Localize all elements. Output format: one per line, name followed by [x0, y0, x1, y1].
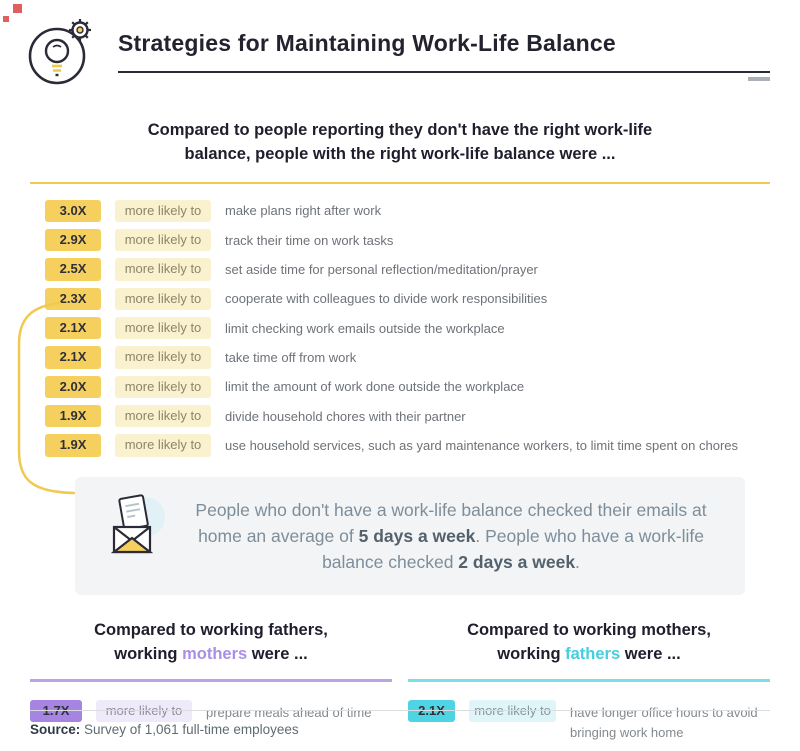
fathers-heading-post: were ...: [620, 645, 681, 664]
mothers-heading: Compared to working fathers, working mot…: [30, 619, 392, 667]
fathers-heading-pre: working: [497, 645, 566, 664]
fathers-column: Compared to working mothers, working fat…: [408, 619, 770, 742]
mothers-heading-post: were ...: [247, 645, 308, 664]
stat-description: use household services, such as yard mai…: [225, 437, 739, 453]
stat-row: 2.9X more likely to track their time on …: [45, 229, 800, 252]
connector-badge: more likely to: [115, 434, 211, 457]
multiplier-badge: 2.1X: [45, 346, 101, 369]
connector-badge: more likely to: [115, 317, 211, 340]
stat-description: track their time on work tasks: [225, 232, 394, 248]
connector-badge: more likely to: [115, 287, 211, 311]
stat-row: 2.5X more likely to set aside time for p…: [45, 258, 800, 281]
title-dash-decoration: [748, 77, 770, 81]
mothers-heading-pre: working: [114, 645, 183, 664]
multiplier-badge: 1.9X: [45, 434, 101, 457]
callout-bold1: 5 days a week: [358, 525, 476, 546]
lightbulb-gear-icon: [26, 16, 96, 93]
title-block: Strategies for Maintaining Work-Life Bal…: [118, 14, 770, 81]
connector-badge: more likely to: [115, 229, 211, 252]
multiplier-badge: 2.1X: [408, 700, 456, 723]
email-envelope-icon: [101, 493, 175, 562]
callout-part3: .: [575, 552, 580, 573]
multiplier-badge: 2.1X: [45, 317, 101, 340]
multiplier-badge: 1.9X: [45, 404, 101, 428]
header: Strategies for Maintaining Work-Life Bal…: [0, 0, 800, 93]
stat-description: make plans right after work: [225, 203, 382, 219]
stat-row: 2.0X more likely to limit the amount of …: [45, 375, 800, 398]
connector-badge: more likely to: [115, 258, 211, 281]
stat-row: 2.3X more likely to cooperate with colle…: [45, 287, 800, 311]
multiplier-badge: 3.0X: [45, 199, 101, 223]
stat-description: have longer office hours to avoid bringi…: [570, 705, 758, 740]
cyan-divider: [408, 679, 770, 683]
email-callout: People who don't have a work-life balanc…: [75, 476, 745, 596]
callout-bold2: 2 days a week: [458, 552, 576, 573]
gold-divider: [30, 181, 770, 184]
stat-description: prepare meals ahead of time: [206, 705, 372, 721]
mothers-heading-line1: Compared to working fathers,: [94, 621, 328, 640]
stat-row: 3.0X more likely to make plans right aft…: [45, 199, 800, 223]
stat-description: limit checking work emails outside the w…: [225, 320, 505, 336]
connector-badge: more likely to: [115, 346, 211, 369]
multiplier-badge: 2.9X: [45, 229, 101, 252]
stat-rows: 3.0X more likely to make plans right aft…: [0, 199, 800, 457]
stat-row: 1.9X more likely to divide household cho…: [45, 404, 800, 428]
comparisons-section: Compared to working fathers, working mot…: [0, 619, 800, 742]
fathers-stat-row: 2.1X more likely to have longer office h…: [408, 700, 770, 742]
stat-row: 1.9X more likely to use household servic…: [45, 434, 800, 457]
multiplier-badge: 2.3X: [45, 287, 101, 311]
stat-description: cooperate with colleagues to divide work…: [225, 291, 548, 307]
footer: Source: Survey of 1,061 full-time employ…: [30, 710, 770, 737]
fathers-heading: Compared to working mothers, working fat…: [408, 619, 770, 667]
page-title: Strategies for Maintaining Work-Life Bal…: [118, 30, 616, 56]
source-label: Source:: [30, 722, 81, 737]
connector-badge: more likely to: [115, 199, 211, 223]
corner-accent-square: [3, 16, 9, 22]
stat-description: limit the amount of work done outside th…: [225, 379, 525, 395]
callout-part1: People who don't have a work-life balanc…: [195, 499, 707, 546]
stat-description: take time off from work: [225, 349, 357, 365]
stat-row: 2.1X more likely to take time off from w…: [45, 346, 800, 369]
purple-divider: [30, 679, 392, 683]
connector-curve: [17, 301, 76, 495]
stat-description: set aside time for personal reflection/m…: [225, 262, 538, 278]
fathers-highlight: fathers: [565, 645, 621, 664]
main-section-heading: Compared to people reporting they don't …: [147, 121, 653, 163]
multiplier-badge: 2.0X: [45, 375, 101, 398]
source-text: Survey of 1,061 full-time employees: [80, 722, 299, 737]
callout-text: People who don't have a work-life balanc…: [193, 497, 709, 576]
fathers-heading-line1: Compared to working mothers,: [467, 621, 711, 640]
stat-row: 2.1X more likely to limit checking work …: [45, 317, 800, 340]
mothers-column: Compared to working fathers, working mot…: [30, 619, 392, 742]
connector-badge: more likely to: [115, 404, 211, 428]
mothers-highlight: mothers: [182, 645, 248, 664]
connector-badge: more likely to: [115, 375, 211, 398]
callout-part2: . People who have a work-life balance ch…: [322, 525, 704, 573]
corner-accent-square: [13, 4, 22, 13]
multiplier-badge: 2.5X: [45, 258, 101, 281]
mothers-stat-row: 1.7X more likely to prepare meals ahead …: [30, 700, 392, 723]
stat-description: divide household chores with their partn…: [225, 408, 466, 424]
